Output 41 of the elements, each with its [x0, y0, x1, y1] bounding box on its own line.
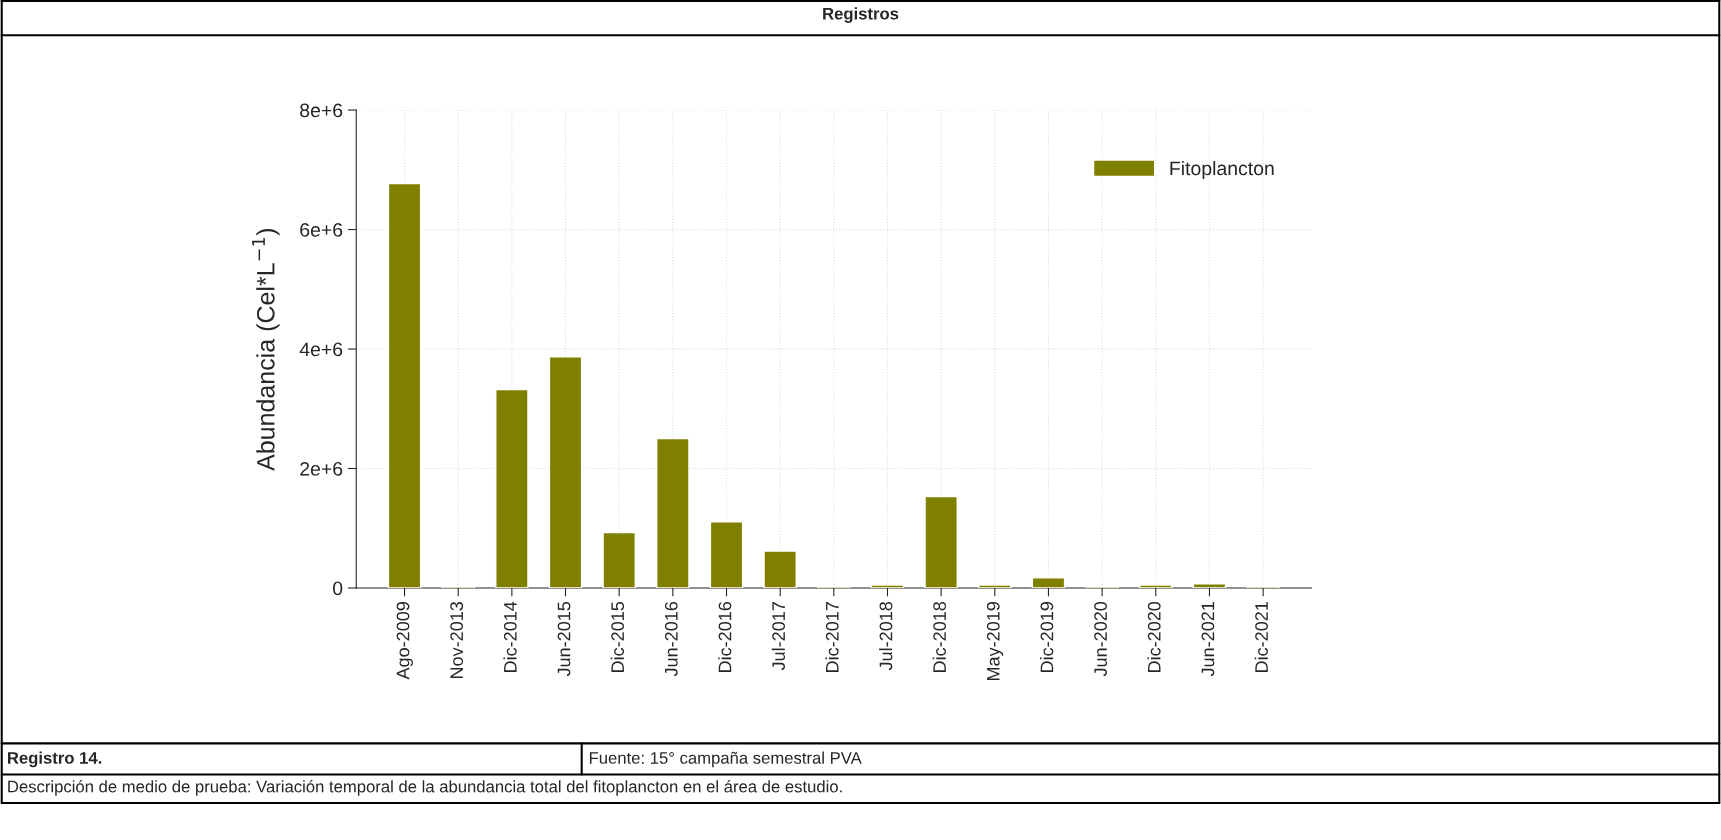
chart-title: Registros [823, 7, 899, 23]
bar [924, 495, 958, 588]
x-tick-label: Dic-2016 [718, 601, 732, 672]
text: Descripción de medio de prueba: Variación temporal de la abundancia total del fitoplancton en el área de estudio. [8, 780, 842, 796]
bar [978, 584, 1012, 588]
x-tick-label: Jun-2016 [664, 601, 678, 677]
x-tick-label: Jul-2018 [879, 601, 893, 671]
bar [1192, 583, 1227, 588]
bar [870, 584, 905, 588]
bar [548, 356, 583, 588]
x-tick-label: May-2019 [986, 602, 1004, 680]
x-tick-label: Dic-2018 [932, 601, 946, 672]
x-tick-label: Ago-2009 [396, 602, 413, 680]
x-tick-label: Dic-2015 [610, 601, 625, 672]
x-tick-label: Dic-2017 [825, 602, 839, 672]
bar [1031, 577, 1066, 588]
bar [387, 182, 422, 588]
bar [602, 531, 636, 588]
legend-label: Fitoplancton [1170, 161, 1274, 180]
x-tick-label: Dic-2014 [503, 601, 517, 672]
x-tick-label: Jun-2020 [1094, 601, 1107, 677]
x-tick-label: Dic-2021 [1254, 602, 1268, 672]
bar [709, 520, 744, 588]
x-tick-label: Dic-2020 [1147, 601, 1161, 672]
y-tick-label: 6e+6 [300, 223, 343, 237]
x-tick-label: Nov-2013 [450, 601, 464, 678]
x-tick-label: Jun-2015 [557, 601, 571, 677]
bar [1138, 584, 1173, 588]
y-tick-label: 2e+6 [300, 461, 343, 476]
y-axis-title: Abundancia (Cel*L$^{−1}$) [252, 228, 280, 471]
y-tick-label: 8e+6 [300, 103, 343, 118]
bar [656, 437, 690, 588]
x-tick-label: Jul-2017 [771, 602, 786, 671]
y-tick-label: 4e+6 [299, 342, 343, 357]
bar [495, 388, 529, 588]
source-note: Fuente: 15° campaña semestral PVA [589, 751, 862, 768]
x-tick-label: Jun-2021 [1201, 602, 1215, 677]
bar [763, 550, 797, 588]
x-tick-label: Dic-2019 [1040, 602, 1054, 672]
y-tick-label: 0 [333, 581, 343, 596]
text: Registro 14. [8, 751, 102, 768]
